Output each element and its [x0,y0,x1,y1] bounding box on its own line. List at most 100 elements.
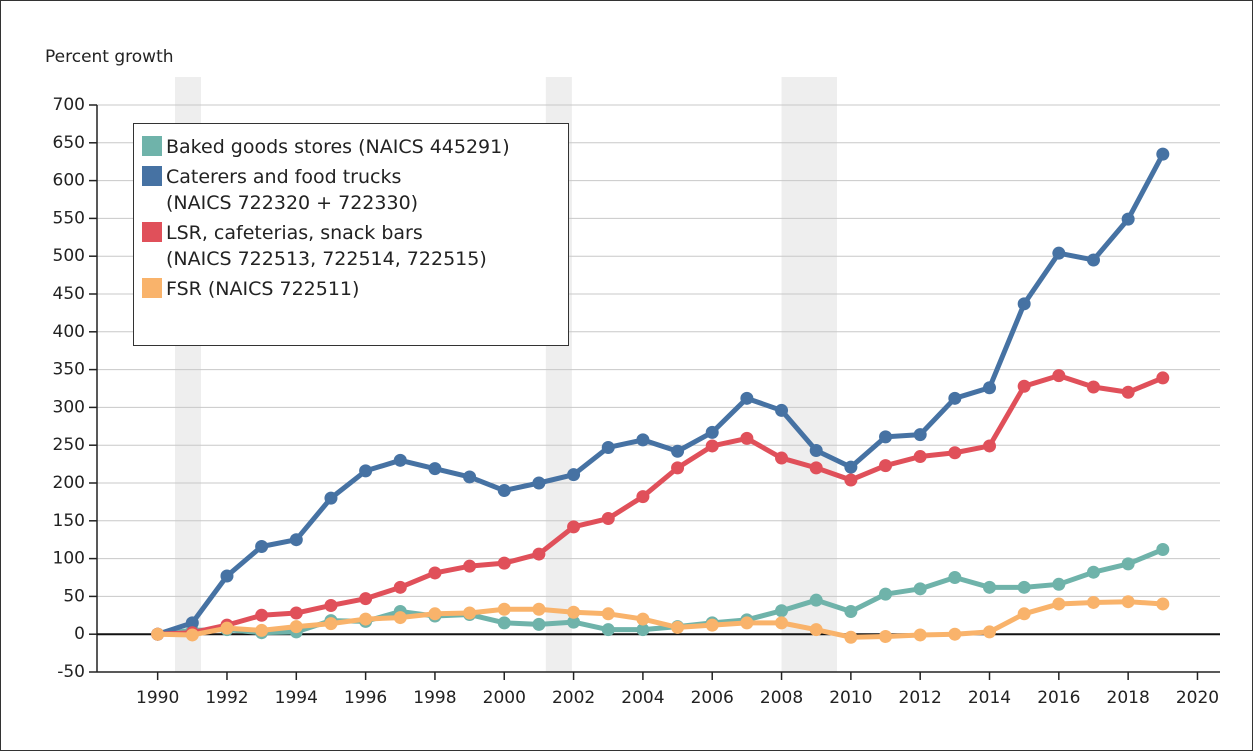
y-tick-label: 500 [53,246,85,266]
data-point [1156,371,1170,385]
data-point [1156,543,1170,557]
data-point [289,620,303,634]
x-tick-label: 2012 [899,688,942,708]
data-point [1017,297,1031,311]
data-point [359,612,373,626]
data-point [705,439,719,453]
x-tick-label: 2000 [483,688,526,708]
data-point [1017,607,1031,621]
data-point [636,433,650,447]
series-line [157,599,1163,640]
data-point [255,540,269,554]
x-tick-label: 2004 [621,688,664,708]
data-point [1086,565,1100,579]
legend-entry: FSR (NAICS 722511) [142,276,560,302]
data-point [913,450,927,464]
data-point [1052,577,1066,591]
x-tick-label: 2010 [829,688,872,708]
data-point [289,533,303,547]
data-point [601,607,615,621]
data-point [775,604,789,618]
data-point [879,629,893,643]
data-point [567,520,581,534]
x-tick-label: 1992 [205,688,248,708]
y-tick-label: 250 [53,435,85,455]
data-point [463,606,477,620]
x-tick-label: 2018 [1107,688,1150,708]
data-point [601,512,615,526]
data-point [1121,385,1135,399]
data-point [948,571,962,584]
legend-entry: Baked goods stores (NAICS 445291) [142,134,560,160]
data-point [255,608,269,622]
data-point [983,625,997,639]
data-point [324,617,338,631]
data-point [497,602,511,616]
y-tick-label: 200 [53,473,85,493]
data-point [1086,253,1100,267]
data-point [740,431,754,445]
data-point [220,569,234,583]
x-tick-label: 2014 [968,688,1011,708]
data-point [393,453,407,467]
data-point [879,430,893,444]
data-point [636,623,650,637]
y-tick-label: 300 [53,397,85,417]
y-tick-label: 150 [53,511,85,531]
data-point [844,473,858,487]
data-point [532,617,546,631]
data-point [324,491,338,505]
x-tick-label: 2008 [760,688,803,708]
data-point [1121,212,1135,226]
data-point [879,459,893,473]
shaded-period [781,77,838,672]
data-point [1156,147,1170,161]
data-point [601,623,615,637]
data-point [844,605,858,619]
legend-swatch [142,278,162,298]
y-tick-label: 600 [53,171,85,191]
legend-entry: Caterers and food trucks (NAICS 722320 +… [142,164,560,216]
data-point [463,559,477,573]
data-point [1052,597,1066,611]
data-point [775,616,789,630]
legend-entry: LSR, cafeterias, snack bars (NAICS 72251… [142,220,560,272]
x-tick-label: 2002 [552,688,595,708]
data-point [359,464,373,478]
data-point [428,566,442,580]
legend-swatch [142,166,162,186]
data-point [532,476,546,490]
data-point [913,628,927,642]
data-point [567,605,581,619]
data-point [1156,597,1170,611]
x-tick-label: 2016 [1037,688,1080,708]
y-tick-label: 50 [63,586,85,606]
data-point [428,607,442,621]
data-point [844,630,858,644]
data-point [532,602,546,616]
legend-label: Caterers and food trucks (NAICS 722320 +… [166,166,419,214]
y-tick-label: 400 [53,322,85,342]
data-point [567,468,581,482]
series-line [156,152,1166,637]
y-tick-label: 350 [53,360,85,380]
data-point [567,615,581,629]
data-point [1052,246,1066,260]
data-point [1052,369,1066,383]
data-point [948,391,962,405]
data-point [1121,595,1135,609]
data-point [948,627,962,641]
data-point [809,461,823,475]
data-point [324,598,338,612]
x-tick-label: 2006 [691,688,734,708]
y-tick-label: 550 [53,208,85,228]
data-point [185,628,199,642]
data-point [289,606,303,620]
data-point [497,556,511,570]
data-point [255,623,269,637]
data-point [532,547,546,561]
x-tick-label: 1990 [136,688,179,708]
legend: Baked goods stores (NAICS 445291) Caterer… [133,123,569,346]
data-point [705,425,719,439]
